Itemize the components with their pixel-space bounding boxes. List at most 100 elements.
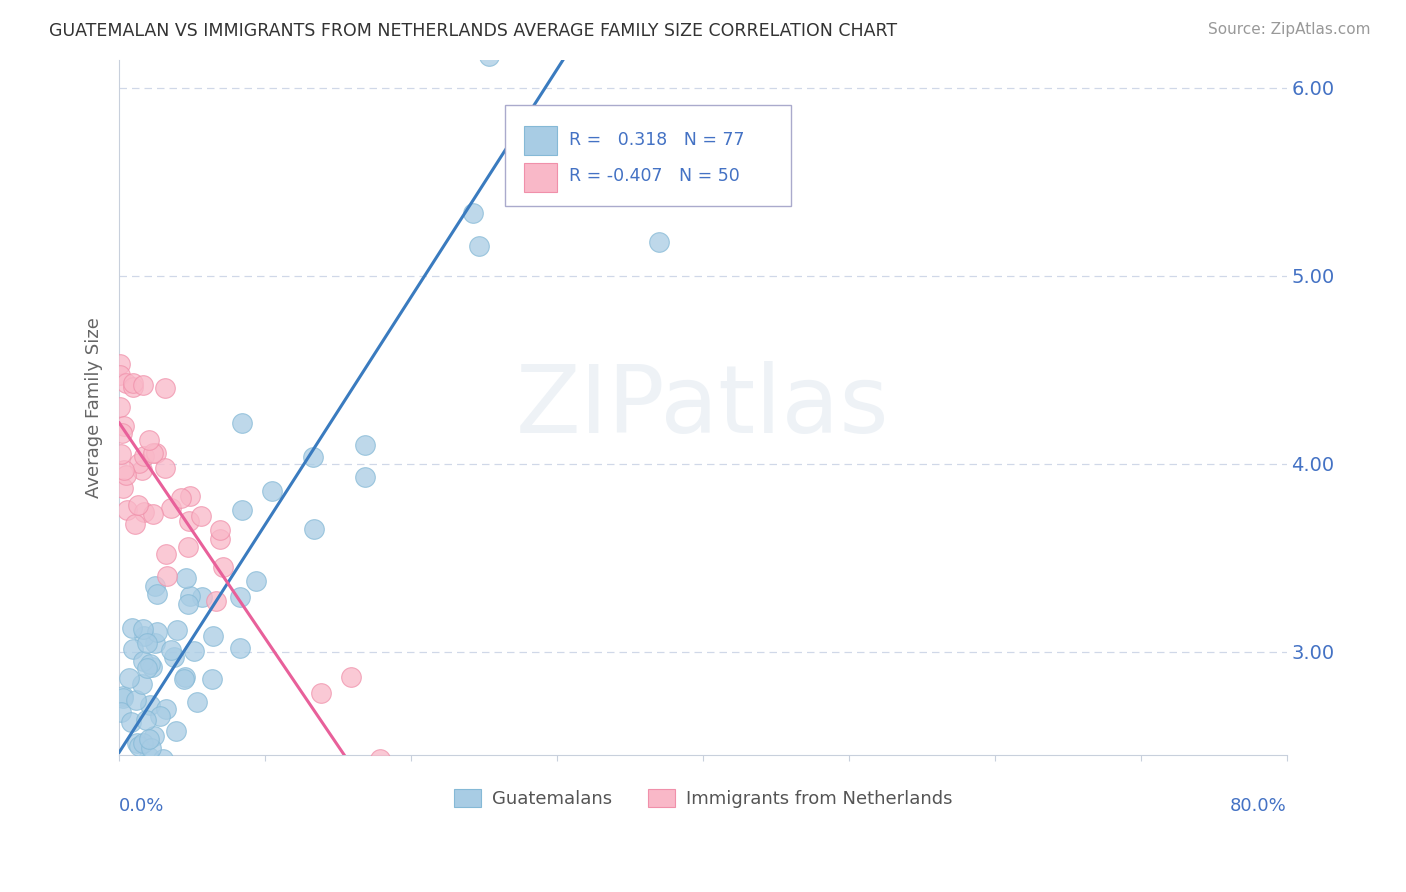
Point bbox=[183, 644, 205, 658]
Y-axis label: Average Family Size: Average Family Size bbox=[86, 317, 103, 498]
Point bbox=[163, 649, 186, 664]
Point bbox=[141, 660, 163, 674]
Point bbox=[139, 698, 162, 712]
Point bbox=[505, 0, 527, 2]
Point bbox=[177, 540, 200, 554]
Text: 80.0%: 80.0% bbox=[1230, 797, 1286, 814]
Point bbox=[353, 470, 375, 484]
Point bbox=[309, 686, 332, 700]
FancyBboxPatch shape bbox=[524, 162, 557, 192]
Point bbox=[155, 701, 177, 715]
Point bbox=[115, 821, 138, 835]
Point bbox=[138, 749, 160, 764]
Point bbox=[155, 461, 177, 475]
Point bbox=[148, 822, 170, 837]
Point bbox=[132, 378, 155, 392]
Point bbox=[111, 691, 134, 706]
Point bbox=[112, 690, 135, 704]
Text: 0.0%: 0.0% bbox=[120, 797, 165, 814]
Text: GUATEMALAN VS IMMIGRANTS FROM NETHERLANDS AVERAGE FAMILY SIZE CORRELATION CHART: GUATEMALAN VS IMMIGRANTS FROM NETHERLAND… bbox=[49, 22, 897, 40]
Point bbox=[212, 560, 235, 574]
Point bbox=[353, 438, 375, 452]
Point bbox=[122, 376, 145, 390]
Point bbox=[174, 571, 197, 585]
Point bbox=[231, 503, 253, 517]
Point bbox=[202, 629, 225, 643]
Point bbox=[165, 724, 187, 739]
Point bbox=[118, 671, 141, 685]
Text: Source: ZipAtlas.com: Source: ZipAtlas.com bbox=[1208, 22, 1371, 37]
Point bbox=[141, 849, 163, 863]
Point bbox=[478, 49, 501, 63]
Point bbox=[112, 819, 135, 833]
Point bbox=[135, 636, 157, 650]
Point bbox=[155, 547, 177, 561]
Point bbox=[149, 708, 172, 723]
Point bbox=[124, 516, 146, 531]
Point bbox=[131, 463, 153, 477]
Point bbox=[122, 380, 145, 394]
Point bbox=[112, 463, 135, 477]
Point bbox=[136, 661, 159, 675]
Point bbox=[132, 736, 155, 750]
Point bbox=[135, 713, 157, 727]
Point bbox=[128, 456, 150, 470]
Point bbox=[115, 503, 138, 517]
Point bbox=[121, 622, 143, 636]
Point bbox=[340, 670, 363, 684]
Point bbox=[138, 433, 160, 447]
Point bbox=[132, 450, 155, 464]
Point bbox=[208, 524, 231, 538]
Point bbox=[159, 642, 181, 657]
Text: R =   0.318   N = 77: R = 0.318 N = 77 bbox=[568, 130, 744, 149]
Point bbox=[111, 426, 134, 441]
Point bbox=[468, 239, 491, 253]
Point bbox=[131, 677, 153, 691]
Point bbox=[146, 587, 169, 601]
Point bbox=[190, 509, 212, 524]
Point bbox=[131, 654, 153, 668]
Point bbox=[245, 574, 267, 588]
Point bbox=[170, 491, 193, 505]
Point bbox=[139, 657, 162, 671]
Point bbox=[132, 629, 155, 643]
Point bbox=[302, 450, 325, 464]
FancyBboxPatch shape bbox=[505, 104, 790, 206]
Point bbox=[173, 672, 195, 686]
Point bbox=[208, 533, 231, 547]
Point bbox=[128, 739, 150, 753]
Point bbox=[166, 623, 188, 637]
Point bbox=[153, 381, 176, 395]
Point bbox=[160, 501, 183, 516]
Point bbox=[177, 597, 200, 611]
Point bbox=[231, 416, 253, 430]
Point bbox=[179, 589, 201, 603]
Point bbox=[191, 591, 214, 605]
Point bbox=[262, 484, 284, 499]
Point bbox=[186, 695, 208, 709]
Point bbox=[174, 670, 197, 684]
Point bbox=[114, 467, 136, 482]
Point bbox=[108, 357, 131, 371]
Point bbox=[132, 505, 155, 519]
Text: R = -0.407   N = 50: R = -0.407 N = 50 bbox=[568, 168, 740, 186]
Point bbox=[145, 446, 167, 460]
Point bbox=[110, 447, 132, 461]
Point bbox=[368, 752, 391, 766]
Legend: Guatemalans, Immigrants from Netherlands: Guatemalans, Immigrants from Netherlands bbox=[447, 781, 959, 815]
Point bbox=[179, 489, 201, 503]
Point bbox=[138, 732, 160, 747]
Point bbox=[125, 693, 148, 707]
Point bbox=[461, 206, 484, 220]
Point bbox=[142, 729, 165, 743]
Point bbox=[357, 871, 380, 886]
Point bbox=[127, 498, 149, 512]
Point bbox=[229, 590, 252, 604]
Point bbox=[142, 445, 165, 459]
Point bbox=[302, 522, 325, 536]
Point bbox=[132, 623, 155, 637]
Point bbox=[115, 376, 138, 390]
FancyBboxPatch shape bbox=[524, 126, 557, 155]
Point bbox=[143, 636, 166, 650]
Point bbox=[112, 419, 135, 434]
